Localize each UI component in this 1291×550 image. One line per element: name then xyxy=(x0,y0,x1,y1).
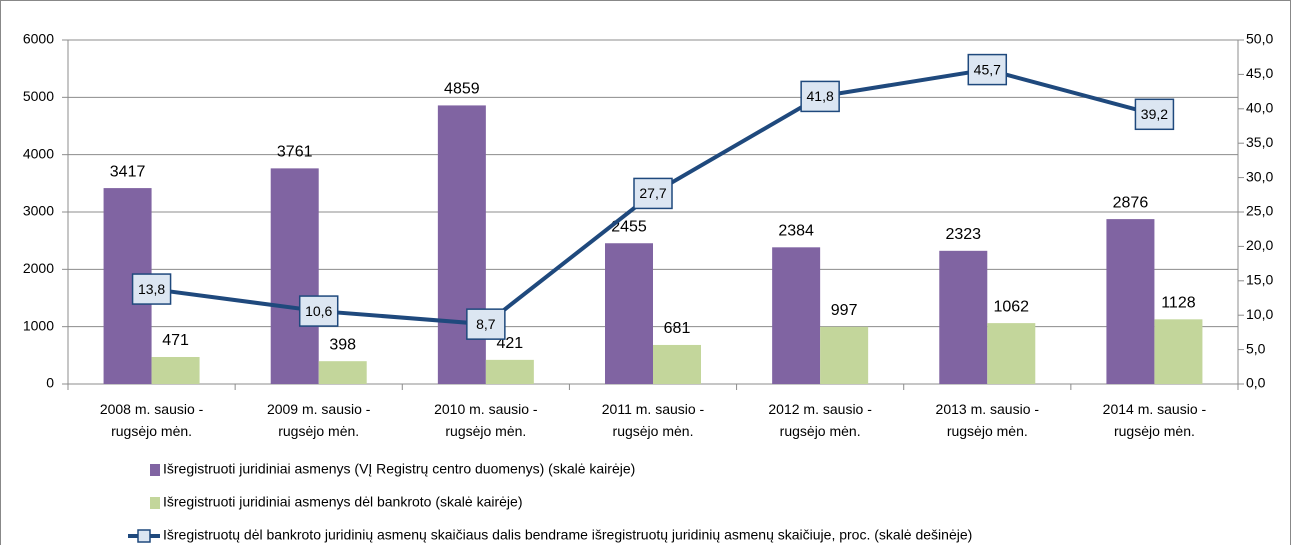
bar-label: 471 xyxy=(162,332,189,349)
x-tick-label-line: 2014 m. sausio - xyxy=(1103,401,1207,417)
x-tick-label-line: 2008 m. sausio - xyxy=(100,401,204,417)
bar xyxy=(318,361,367,384)
bar xyxy=(939,250,988,384)
bar xyxy=(820,326,869,384)
y2-tick-label: 35,0 xyxy=(1246,134,1273,150)
line-label: 45,7 xyxy=(974,61,1001,77)
x-tick-label: 2014 m. sausio - rugsėjo mėn. xyxy=(1103,401,1207,439)
line-label: 13,8 xyxy=(138,281,165,297)
bar-label: 4859 xyxy=(444,81,480,98)
bar-label: 681 xyxy=(664,320,691,337)
bar xyxy=(437,105,486,385)
x-tick-label-line: rugsėjo mėn. xyxy=(1114,423,1195,439)
bar-label: 2876 xyxy=(1113,194,1149,211)
legend-swatch xyxy=(150,497,160,509)
bar-label: 398 xyxy=(329,336,356,353)
x-tick-label: 2013 m. sausio - rugsėjo mėn. xyxy=(936,401,1040,439)
bar xyxy=(485,359,534,384)
bar-label: 3761 xyxy=(277,144,313,161)
line-label: 39,2 xyxy=(1141,106,1168,122)
x-tick-label: 2012 m. sausio - rugsėjo mėn. xyxy=(768,401,872,439)
y2-tick-label: 40,0 xyxy=(1246,100,1273,116)
x-tick-label-line: rugsėjo mėn. xyxy=(445,423,526,439)
bar-label: 2323 xyxy=(945,226,981,243)
bar xyxy=(653,344,701,384)
bar-label: 2384 xyxy=(778,223,814,240)
y-tick-label: 0 xyxy=(46,375,54,391)
x-tick-label-line: rugsėjo mėn. xyxy=(780,423,861,439)
x-tick-label: 2010 m. sausio - rugsėjo mėn. xyxy=(434,401,538,439)
x-tick-label: 2008 m. sausio - rugsėjo mėn. xyxy=(100,401,204,439)
y2-tick-label: 0,0 xyxy=(1246,375,1266,391)
y-tick-label: 3000 xyxy=(23,203,54,219)
bar xyxy=(1154,319,1203,384)
y2-tick-label: 25,0 xyxy=(1246,203,1273,219)
y2-tick-label: 5,0 xyxy=(1246,340,1266,356)
line-label-box xyxy=(800,80,840,113)
x-tick-label: 2011 m. sausio - rugsėjo mėn. xyxy=(602,401,705,439)
y2-tick-label: 10,0 xyxy=(1246,306,1273,322)
line-label: 10,6 xyxy=(305,303,332,319)
x-tick-label-line: rugsėjo mėn. xyxy=(613,423,694,439)
legend-marker xyxy=(137,529,151,543)
y-tick-label: 2000 xyxy=(23,260,54,276)
legend-swatch xyxy=(150,464,160,476)
bar xyxy=(987,323,1036,384)
bar xyxy=(1106,219,1155,384)
y-tick-label: 6000 xyxy=(23,31,54,47)
bar-label: 2455 xyxy=(611,218,647,235)
bar xyxy=(772,247,821,384)
bar xyxy=(270,168,319,384)
x-tick-label-line: 2010 m. sausio - xyxy=(434,401,538,417)
x-tick-label-line: 2012 m. sausio - xyxy=(768,401,872,417)
bar xyxy=(151,356,200,384)
bar xyxy=(605,243,653,384)
x-tick-label-line: 2011 m. sausio - xyxy=(602,401,705,417)
y2-tick-label: 50,0 xyxy=(1246,31,1273,47)
line-label-box xyxy=(466,308,506,340)
bar-label: 997 xyxy=(831,302,858,319)
x-tick-label-line: rugsėjo mėn. xyxy=(278,423,359,439)
x-tick-label-line: 2013 m. sausio - xyxy=(936,401,1040,417)
line-label: 41,8 xyxy=(807,88,834,104)
x-tick-label-line: 2009 m. sausio - xyxy=(267,401,371,417)
x-tick-label: 2009 m. sausio - rugsėjo mėn. xyxy=(267,401,371,439)
line-label-box xyxy=(131,273,172,305)
legend-label: Išregistruotų dėl bankroto juridinių asm… xyxy=(163,527,972,543)
line-label: 27,7 xyxy=(639,185,666,201)
y2-tick-label: 45,0 xyxy=(1246,65,1273,81)
x-tick-label-line: rugsėjo mėn. xyxy=(111,423,192,439)
legend-label: Išregistruoti juridiniai asmenys (VĮ Reg… xyxy=(163,461,635,477)
y-tick-label: 1000 xyxy=(23,317,54,333)
line-label-box xyxy=(298,295,339,327)
y-tick-label: 5000 xyxy=(23,88,54,104)
line-label-box xyxy=(1134,98,1175,131)
bar-label: 3417 xyxy=(110,163,146,180)
bar-label: 1128 xyxy=(1161,295,1196,312)
line-label-box xyxy=(967,53,1008,86)
y2-tick-label: 30,0 xyxy=(1246,168,1273,184)
legend-label: Išregistruoti juridiniai asmenys dėl ban… xyxy=(163,494,523,510)
line-label-box xyxy=(633,177,673,210)
y2-tick-label: 15,0 xyxy=(1246,272,1273,288)
y2-tick-label: 20,0 xyxy=(1246,237,1273,253)
y-tick-label: 4000 xyxy=(23,145,54,161)
line-label: 8,7 xyxy=(476,316,496,332)
bar-label: 1062 xyxy=(993,298,1029,315)
x-tick-label-line: rugsėjo mėn. xyxy=(947,423,1028,439)
